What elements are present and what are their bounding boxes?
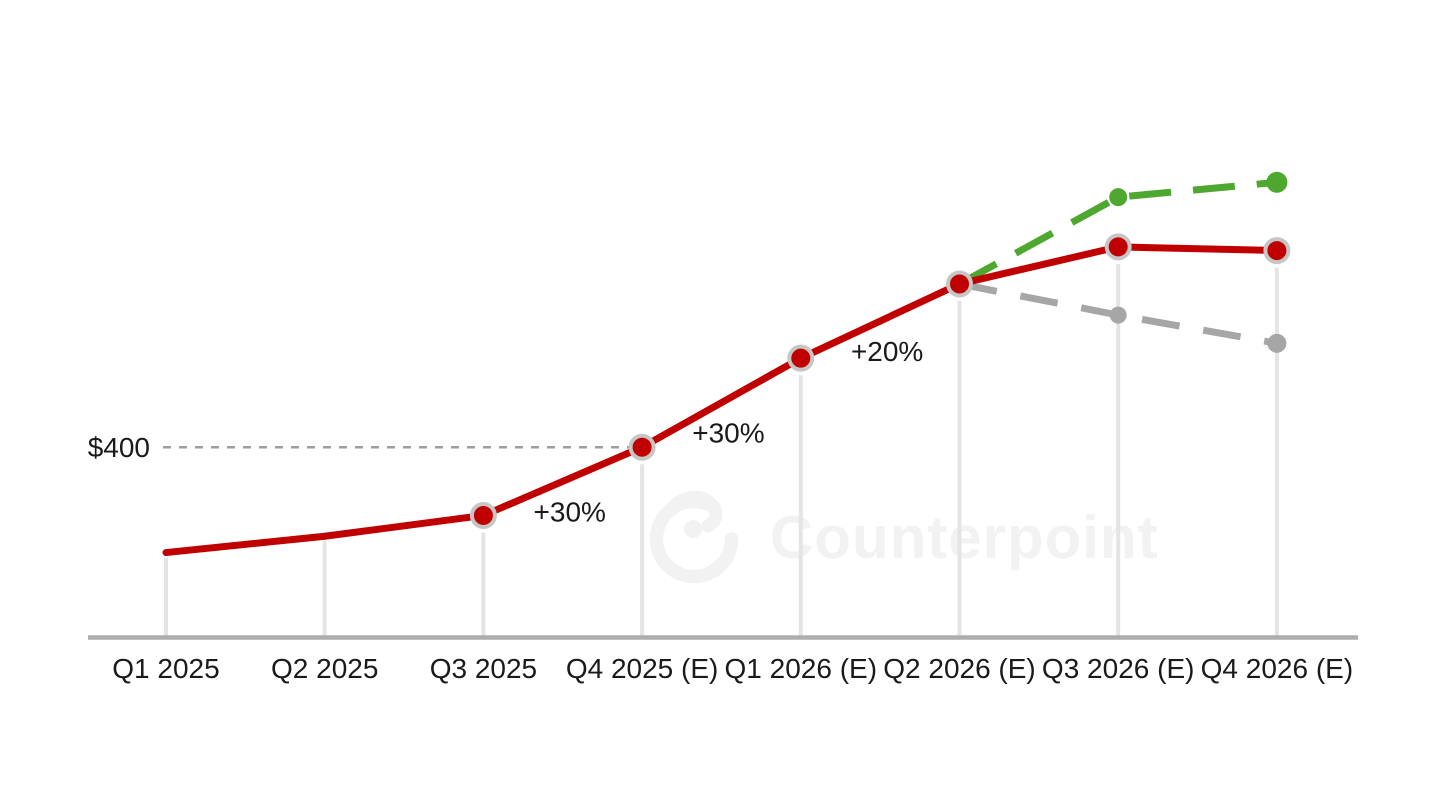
downside-scenario-point: [1267, 333, 1287, 353]
category-stems: [164, 263, 1279, 639]
upside-scenario-point: [1109, 188, 1128, 207]
x-label-q1-2025: Q1 2025: [112, 653, 219, 684]
x-label-q2-2026-e: Q2 2026 (E): [883, 653, 1036, 684]
growth-annotation: +30%: [534, 496, 606, 527]
upside-scenario-series: [957, 171, 1288, 288]
data-point-q4-2025-e: [628, 433, 656, 461]
logo-comma: [669, 490, 723, 533]
downside-scenario-series: [958, 280, 1287, 353]
x-label-q4-2026-e: Q4 2026 (E): [1201, 653, 1354, 684]
x-label-q2-2025: Q2 2025: [271, 653, 378, 684]
x-label-q4-2025-e: Q4 2025 (E): [566, 653, 719, 684]
logo-dot: [684, 520, 702, 538]
growth-annotation: +20%: [851, 336, 923, 367]
x-label-q3-2025: Q3 2025: [430, 653, 537, 684]
watermark: Counterpoint: [649, 490, 1159, 584]
data-point-q3-2026-e: [1104, 233, 1132, 261]
data-point-q3-2025: [469, 501, 497, 529]
watermark-text: Counterpoint: [770, 504, 1159, 571]
reference-line-group: $400: [88, 432, 643, 463]
counterpoint-logo-icon: [649, 490, 739, 584]
upside-scenario-point: [1266, 171, 1288, 193]
data-point-q1-2026-e: [787, 344, 815, 372]
growth-annotation: +30%: [692, 418, 764, 449]
data-point-q2-2026-e: [946, 270, 973, 298]
downside-scenario-point: [1109, 306, 1127, 324]
price-actual-and-forecast-line: [162, 243, 1281, 557]
x-axis-labels: Q1 2025 Q2 2025 Q3 2025 Q4 2025 (E) Q1 2026 …: [112, 653, 1353, 684]
main-series: [162, 233, 1291, 557]
data-point-q4-2026-e: [1263, 237, 1291, 265]
x-label-q1-2026-e: Q1 2026 (E): [725, 653, 878, 684]
upside-scenario-line: [957, 178, 1278, 288]
growth-annotations: +30% +30% +20%: [534, 336, 924, 527]
x-label-q3-2026-e: Q3 2026 (E): [1042, 653, 1195, 684]
reference-value-label: $400: [88, 432, 150, 463]
